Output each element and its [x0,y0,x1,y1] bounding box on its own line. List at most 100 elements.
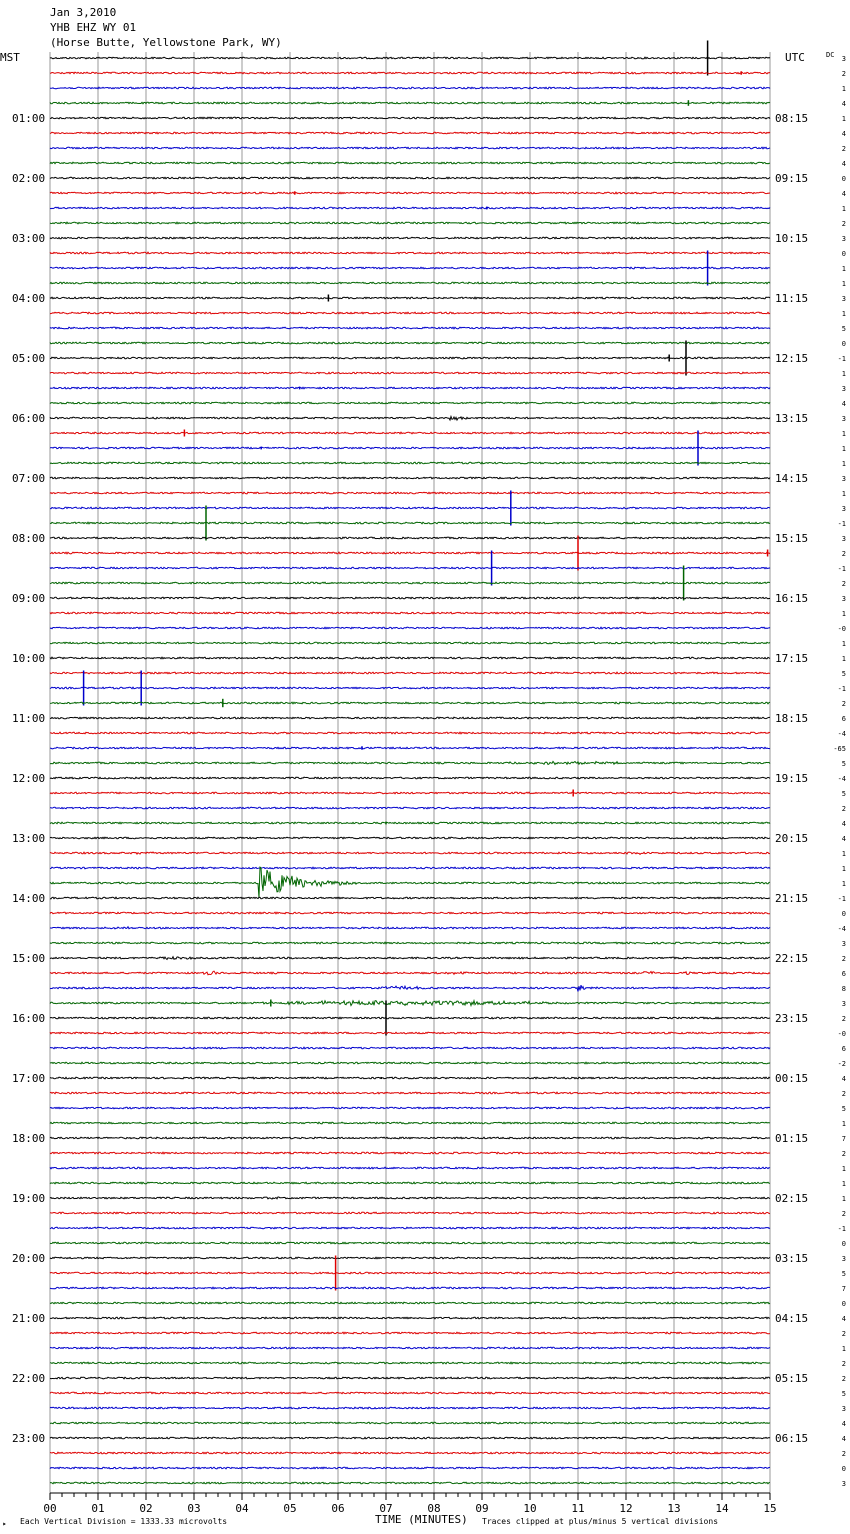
dc-offset: -2 [838,1060,846,1068]
dc-offset: 7 [842,1135,846,1143]
trace-94 [49,1466,771,1470]
trace-58 [50,925,771,930]
chart-date: Jan 3,2010 [50,6,116,19]
mst-hour-label: 11:00 [12,712,45,725]
trace-11 [49,221,771,225]
dc-offset: 6 [842,715,846,723]
dc-offset: 1 [842,490,846,498]
dc-offset: 2 [842,70,846,78]
dc-offset: 4 [842,1075,846,1083]
trace-72 [49,1136,771,1140]
trace-39 [49,641,771,645]
dc-offset: 0 [842,1465,846,1473]
trace-57 [49,911,770,915]
trace-8 [49,176,771,180]
x-tick-label: 05 [283,1502,296,1515]
trace-21 [49,371,771,375]
utc-hour-label: 22:15 [775,952,808,965]
trace-66 [49,1046,771,1050]
utc-hour-label: 12:15 [775,352,808,365]
x-tick-label: 03 [187,1502,200,1515]
trace-93 [49,1451,771,1455]
dc-offset: 1 [842,1165,846,1173]
trace-35 [49,581,771,585]
trace-62 [49,984,771,992]
mst-hour-label: 19:00 [12,1192,45,1205]
utc-hour-label: 01:15 [775,1132,808,1145]
dc-offset: 1 [842,370,846,378]
dc-offset: 3 [842,415,846,423]
trace-77 [49,1211,771,1215]
utc-hour-label: 05:15 [775,1372,808,1385]
dc-offset: 2 [842,580,846,588]
utc-hour-label: 03:15 [775,1252,808,1265]
utc-hour-label: 20:15 [775,832,808,845]
trace-17 [49,311,771,315]
trace-14 [49,266,771,270]
trace-5 [49,131,771,135]
dc-offset-column: 3 2 1 4 1 4 2 4 0 4 1 2 3 0 1 1 3 1 5 0 -1 1 3 4 3 1 1 1 3 1 3 -1 3 2 -1 2 3… [833,55,846,1488]
dc-offset: 5 [842,760,846,768]
mst-hour-label: 12:00 [12,772,45,785]
dc-offset: 4 [842,835,846,843]
dc-offset: -1 [838,565,846,573]
dc-offset: 5 [842,1270,846,1278]
dc-offset: 1 [842,430,846,438]
x-tick-label: 07 [379,1502,392,1515]
trace-30 [49,506,771,510]
dc-offset: 2 [842,550,846,558]
dc-offset: 1 [842,1195,846,1203]
dc-offset: 3 [842,295,846,303]
trace-16 [49,296,771,300]
trace-55 [49,866,771,898]
trace-47 [49,760,771,766]
right-hour-labels: 08:15 09:15 10:15 11:15 12:15 13:15 14:15 15:15… [775,112,808,1445]
dc-offset: 4 [842,1435,846,1443]
trace-26 [49,446,771,450]
x-tick-label: 01 [91,1502,104,1515]
utc-hour-label: 08:15 [775,112,808,125]
trace-67 [49,1061,771,1065]
scale-note: Each Vertical Division = 1333.33 microvo… [20,1517,227,1526]
trace-18 [49,326,771,330]
trace-27 [49,461,771,465]
trace-54 [49,866,771,870]
dc-offset: 1 [842,1120,846,1128]
dc-offset: 5 [842,1105,846,1113]
trace-74 [49,1166,771,1170]
utc-hour-label: 09:15 [775,172,808,185]
dc-offset: -1 [838,895,846,903]
dc-offset: 0 [842,250,846,258]
dc-offset: 2 [842,1090,846,1098]
clip-note: Traces clipped at plus/minus 5 vertical … [482,1517,718,1526]
mst-hour-label: 02:00 [12,172,45,185]
dc-offset: 3 [842,505,846,513]
dc-offset: 1 [842,205,846,213]
trace-3 [49,101,771,105]
dc-offset: 3 [842,1255,846,1263]
dc-offset: 3 [842,235,846,243]
mst-hour-label: 15:00 [12,952,45,965]
x-tick-label: 04 [235,1502,249,1515]
trace-70 [49,1106,771,1110]
trace-36 [49,596,771,600]
x-axis-title: TIME (MINUTES) [375,1513,468,1526]
trace-53 [49,851,771,856]
dc-offset: 3 [842,595,846,603]
dc-offset: -4 [838,730,846,738]
trace-19 [49,341,771,345]
trace-22 [49,386,771,390]
dc-offset: 4 [842,820,846,828]
chart-location: (Horse Butte, Yellowstone Park, WY) [50,36,282,49]
dc-offset: 1 [842,610,846,618]
left-hour-labels: 01:00 02:00 03:00 04:00 05:00 06:00 07:00 08:00… [12,112,45,1445]
dc-offset: 1 [842,850,846,858]
x-tick-label: 08 [427,1502,440,1515]
dc-offset: 0 [842,340,846,348]
mst-hour-label: 03:00 [12,232,45,245]
dc-offset: 1 [842,115,846,123]
dc-offset: 2 [842,220,846,228]
x-tick-label: 00 [43,1502,56,1515]
trace-65 [49,1031,771,1035]
trace-2 [49,86,771,90]
